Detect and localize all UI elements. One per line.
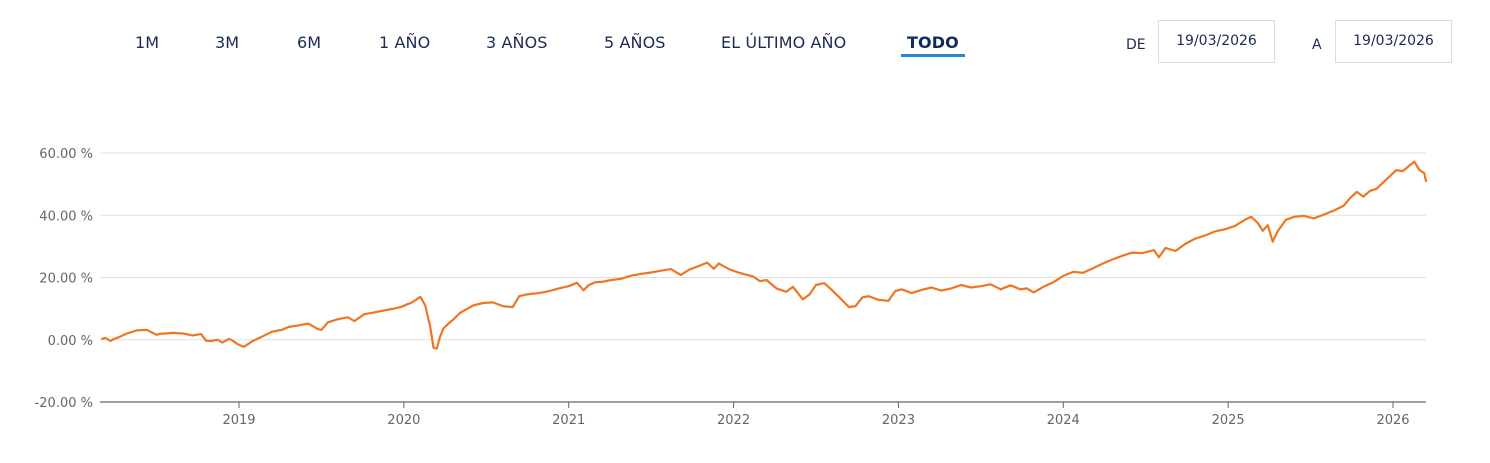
y-tick-label: 60.00 %: [39, 147, 93, 162]
tab-3m[interactable]: 3M: [215, 33, 240, 52]
x-tick-label: 2021: [552, 413, 585, 428]
y-tick-label: 20.00 %: [39, 272, 93, 287]
y-tick-label: -20.00 %: [35, 396, 93, 411]
x-tick-label: 2026: [1376, 413, 1409, 428]
tab-1-year[interactable]: 1 AÑO: [379, 33, 431, 52]
grid-lines: [100, 152, 1426, 403]
y-tick-label: 0.00 %: [48, 334, 93, 349]
x-tick-label: 2025: [1212, 413, 1245, 428]
tab-all[interactable]: TODO: [907, 33, 959, 52]
to-date-input[interactable]: 19/03/2026: [1335, 20, 1452, 63]
tab-1m[interactable]: 1M: [135, 33, 160, 52]
x-tick-label: 2019: [222, 413, 255, 428]
y-axis: 60.00 % 40.00 % 20.00 % 0.00 % -20.00 %: [35, 147, 93, 411]
x-tick-label: 2022: [717, 413, 750, 428]
from-date-label: DE: [1126, 37, 1146, 53]
x-tick-label: 2023: [882, 413, 915, 428]
series-line: [101, 160, 1428, 350]
active-tab-indicator: [901, 54, 965, 57]
tab-6m[interactable]: 6M: [297, 33, 322, 52]
x-tick-label: 2020: [387, 413, 420, 428]
range-tabs: 1M 3M 6M 1 AÑO 3 AÑOS 5 AÑOS EL ÚLTIMO A…: [0, 0, 1100, 90]
tab-3-years[interactable]: 3 AÑOS: [486, 33, 548, 52]
tab-last-year[interactable]: EL ÚLTIMO AÑO: [721, 33, 847, 52]
x-axis: 2019 2020 2021 2022 2023 2024 2025 2026: [222, 402, 1410, 428]
y-tick-label: 40.00 %: [39, 209, 93, 224]
from-date-input[interactable]: 19/03/2026: [1158, 20, 1275, 63]
tab-5-years[interactable]: 5 AÑOS: [604, 33, 666, 52]
to-date-label: A: [1312, 37, 1322, 53]
x-tick-label: 2024: [1047, 413, 1080, 428]
